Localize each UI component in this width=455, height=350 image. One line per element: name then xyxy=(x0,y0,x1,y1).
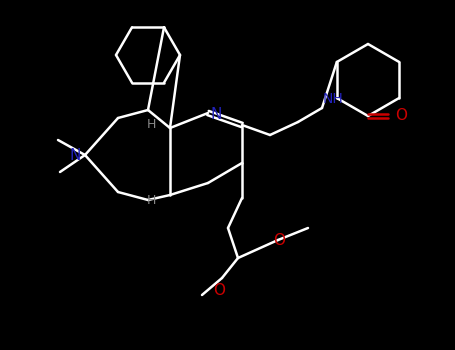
Text: N: N xyxy=(211,107,222,122)
Text: NH: NH xyxy=(323,92,343,106)
Text: H: H xyxy=(147,119,156,132)
Text: N: N xyxy=(70,147,81,162)
Text: O: O xyxy=(273,233,285,248)
Text: H: H xyxy=(147,194,156,206)
Text: O: O xyxy=(395,108,407,124)
Text: O: O xyxy=(213,283,225,298)
